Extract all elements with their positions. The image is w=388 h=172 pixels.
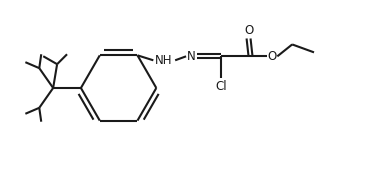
Text: O: O bbox=[244, 24, 253, 37]
Text: O: O bbox=[268, 50, 277, 63]
Text: NH: NH bbox=[154, 54, 172, 67]
Text: Cl: Cl bbox=[215, 80, 227, 93]
Text: N: N bbox=[187, 50, 196, 63]
